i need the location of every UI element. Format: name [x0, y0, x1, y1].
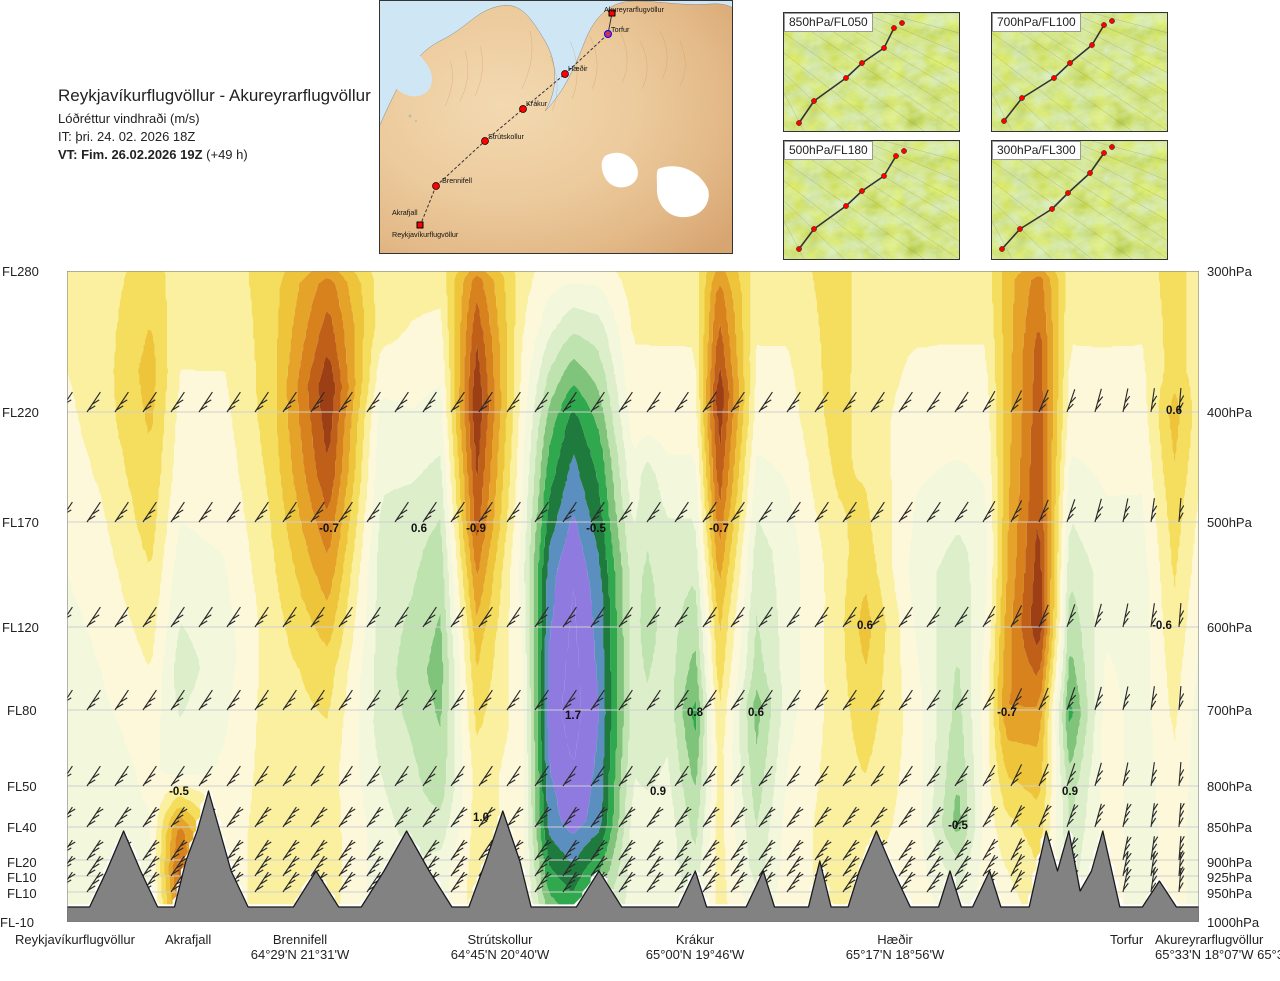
svg-text:-0.7: -0.7: [709, 523, 729, 535]
svg-text:-0.5: -0.5: [948, 820, 968, 832]
svg-text:0.6: 0.6: [748, 707, 764, 719]
svg-text:0.6: 0.6: [411, 523, 427, 535]
svg-text:Strútskollur: Strútskollur: [488, 132, 525, 141]
svg-text:1.0: 1.0: [473, 812, 489, 824]
svg-text:Krákur: Krákur: [526, 99, 548, 108]
svg-text:1.7: 1.7: [565, 710, 581, 722]
svg-text:Brennifell: Brennifell: [442, 176, 472, 185]
svg-text:Akrafjall: Akrafjall: [392, 208, 418, 217]
svg-text:-0.5: -0.5: [586, 523, 606, 535]
svg-text:-0.7: -0.7: [997, 707, 1017, 719]
svg-text:0.9: 0.9: [650, 786, 666, 798]
svg-text:Akureyrarflugvöllur: Akureyrarflugvöllur: [604, 5, 665, 14]
svg-text:-0.7: -0.7: [319, 523, 339, 535]
svg-text:0.6: 0.6: [857, 620, 873, 632]
svg-text:Reykjavíkurflugvöllur: Reykjavíkurflugvöllur: [392, 230, 459, 239]
svg-text:-0.5: -0.5: [169, 786, 189, 798]
svg-text:-0.6: -0.6: [1152, 620, 1172, 632]
svg-text:0.6: 0.6: [1166, 405, 1182, 417]
svg-text:Hæðir: Hæðir: [568, 64, 588, 73]
svg-text:-0.9: -0.9: [466, 523, 486, 535]
svg-text:0.8: 0.8: [687, 707, 704, 719]
svg-text:Torfur: Torfur: [611, 25, 630, 34]
svg-text:0.9: 0.9: [1062, 786, 1078, 798]
